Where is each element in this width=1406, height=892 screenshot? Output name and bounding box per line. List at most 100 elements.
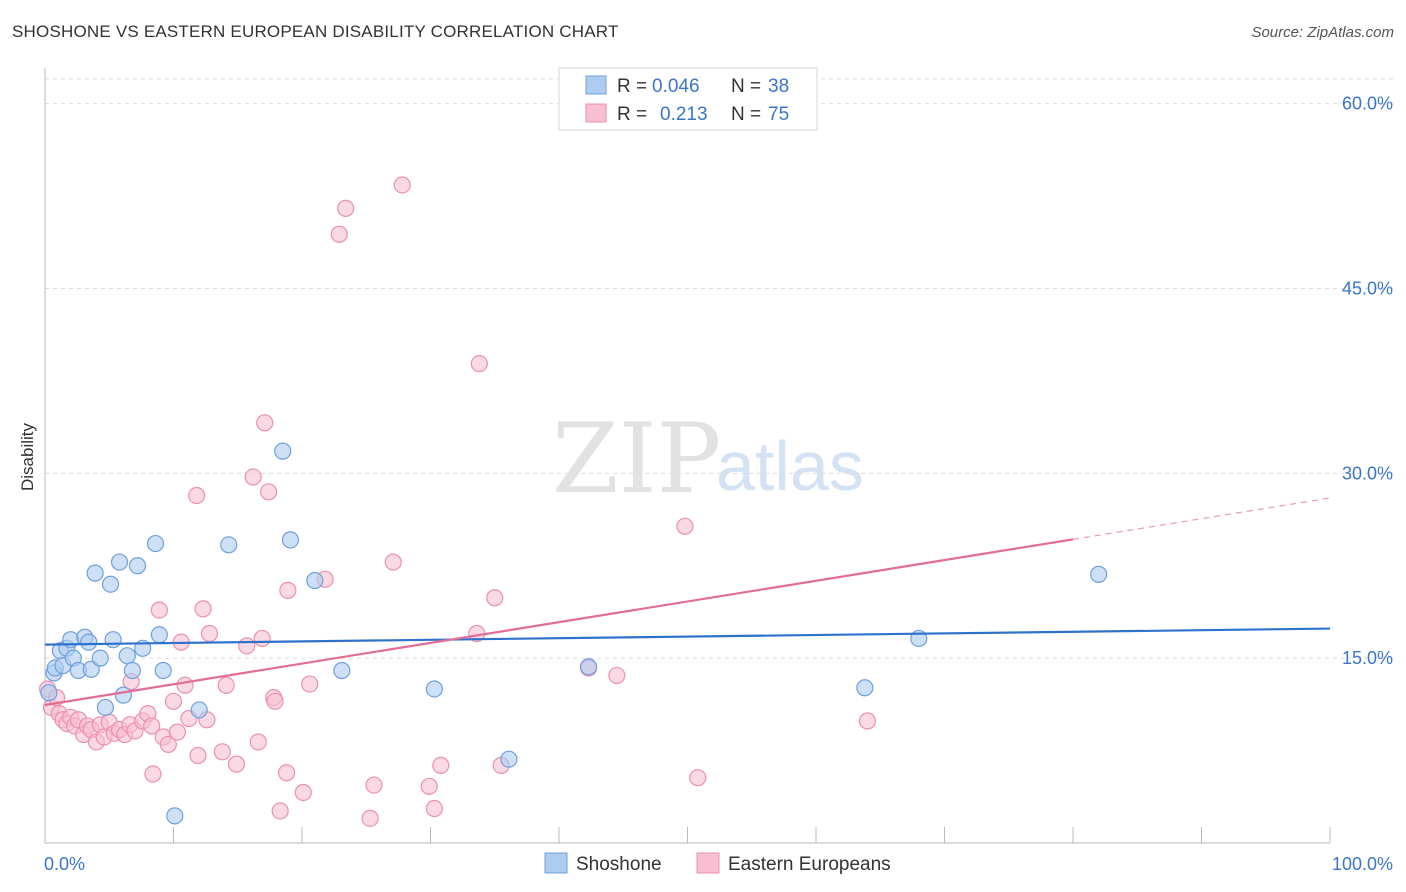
bottom-legend-shoshone: Shoshone <box>576 854 662 875</box>
y-tick-label: 45.0% <box>1342 278 1393 298</box>
eastern-europeans-point <box>676 517 694 535</box>
watermark: ZIP atlas <box>552 403 864 515</box>
eastern-europeans-point <box>188 486 206 505</box>
eastern-europeans-point <box>266 692 284 710</box>
eastern-europeans-point <box>337 199 355 217</box>
shoshone-point <box>123 661 141 680</box>
shoshone-point <box>1090 565 1108 583</box>
eastern-europeans-point <box>189 746 207 765</box>
legend-r-value-eastern: 0.213 <box>660 104 708 125</box>
gridlines <box>45 78 1393 659</box>
bottom-legend-swatch-eastern <box>696 852 720 874</box>
legend-r-label-shoshone: R = <box>617 76 647 97</box>
shoshone-point <box>500 750 518 768</box>
y-tick-label: 60.0% <box>1342 94 1393 114</box>
eastern-europeans-point <box>168 723 186 741</box>
eastern-europeans-point <box>256 414 274 432</box>
eastern-europeans-point <box>279 581 297 599</box>
eastern-europeans-point <box>249 733 267 751</box>
shoshone-point <box>220 536 238 554</box>
shoshone-point <box>128 557 147 575</box>
shoshone-point <box>306 571 324 590</box>
watermark-zip: ZIP <box>552 403 721 515</box>
y-tick-label: 15.0% <box>1342 648 1393 668</box>
eastern-europeans-point <box>271 802 289 820</box>
eastern-europeans-point <box>858 712 877 730</box>
eastern-europeans-point <box>150 601 168 619</box>
eastern-europeans-point <box>330 225 348 243</box>
trend-lines <box>44 497 1331 707</box>
eastern-europeans-point <box>608 666 626 685</box>
shoshone-point <box>425 680 443 698</box>
legend-r-value-shoshone: 0.046 <box>652 76 700 97</box>
eastern-europeans-point <box>217 676 235 694</box>
shoshone-point <box>80 633 98 651</box>
shoshone-point <box>274 442 292 460</box>
x-tick-label-max: 100.0% <box>1332 854 1393 874</box>
eastern-europeans-point <box>470 355 488 373</box>
eastern-europeans-point <box>365 776 383 794</box>
x-tick-labels: 0.0% 100.0% <box>44 854 1393 874</box>
bottom-legend-swatch-shoshone <box>544 852 568 874</box>
stats-legend: R = 0.046 N = 38 R = 0.213 N = 75 <box>558 67 818 131</box>
y-tick-label: 30.0% <box>1342 463 1393 483</box>
eastern-europeans-point <box>361 809 379 827</box>
y-tick-labels: 15.0% 30.0% 45.0% 60.0% <box>1342 94 1393 669</box>
eastern-europeans-point <box>159 735 177 754</box>
shoshone-point <box>579 658 598 676</box>
legend-n-label-eastern: N = <box>731 104 761 125</box>
shoshone-point <box>146 534 165 553</box>
shoshone-points <box>40 442 1108 825</box>
y-axis-label: Disability <box>18 422 37 491</box>
legend-n-value-eastern: 75 <box>768 104 789 125</box>
shoshone-point <box>110 553 129 571</box>
eastern-europeans-trend-line-extension <box>1072 497 1331 540</box>
eastern-europeans-point <box>164 692 183 710</box>
shoshone-point <box>101 575 120 593</box>
eastern-europeans-point <box>176 676 194 694</box>
eastern-europeans-point <box>213 743 231 761</box>
eastern-europeans-point <box>244 468 262 486</box>
shoshone-point <box>86 564 104 582</box>
eastern-europeans-point <box>238 637 256 655</box>
eastern-europeans-point <box>420 777 438 795</box>
eastern-europeans-point <box>393 176 411 194</box>
shoshone-point <box>104 631 122 649</box>
shoshone-point <box>154 661 172 680</box>
watermark-atlas: atlas <box>716 427 864 505</box>
shoshone-point <box>281 531 300 549</box>
x-tick-label-min: 0.0% <box>44 854 85 874</box>
eastern-europeans-point <box>194 600 212 618</box>
legend-swatch-eastern <box>585 103 607 123</box>
legend-n-value-shoshone: 38 <box>768 76 789 97</box>
eastern-europeans-point <box>144 765 162 783</box>
chart-title: SHOSHONE VS EASTERN EUROPEAN DISABILITY … <box>12 22 619 41</box>
eastern-europeans-point <box>277 764 296 782</box>
shoshone-point <box>150 626 168 644</box>
eastern-europeans-trend-line <box>44 538 1074 707</box>
axes <box>44 68 1331 844</box>
legend-swatch-shoshone <box>585 75 607 95</box>
source-credit: Source: ZipAtlas.com <box>1251 24 1394 41</box>
shoshone-point <box>82 660 100 678</box>
bottom-legend-eastern: Eastern Europeans <box>728 854 891 875</box>
shoshone-point <box>114 686 132 704</box>
eastern-europeans-point <box>259 483 278 501</box>
eastern-europeans-point <box>294 783 312 802</box>
eastern-europeans-point <box>253 629 271 648</box>
legend-n-label-shoshone: N = <box>731 76 761 97</box>
eastern-europeans-point <box>432 756 450 774</box>
shoshone-point <box>40 684 58 702</box>
eastern-europeans-point <box>425 799 443 818</box>
legend-r-label-eastern: R = <box>617 104 647 125</box>
eastern-europeans-point <box>200 624 219 643</box>
eastern-europeans-point <box>301 675 319 693</box>
shoshone-point <box>333 661 351 680</box>
shoshone-point <box>118 647 136 665</box>
series-legend: Shoshone Eastern Europeans <box>544 852 891 875</box>
eastern-europeans-point <box>227 755 246 773</box>
shoshone-point <box>96 698 114 717</box>
shoshone-trend-line <box>44 627 1331 646</box>
shoshone-point <box>856 679 874 697</box>
